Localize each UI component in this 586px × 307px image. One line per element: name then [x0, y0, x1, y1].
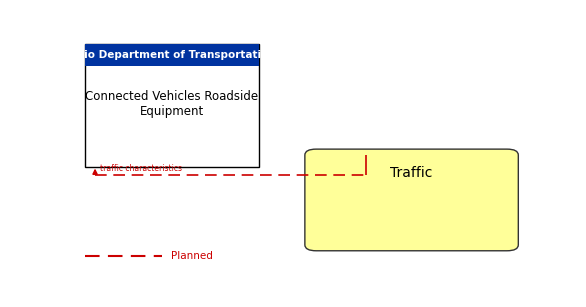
Text: Planned: Planned [171, 251, 213, 261]
Text: Connected Vehicles Roadside
Equipment: Connected Vehicles Roadside Equipment [86, 90, 258, 119]
Text: Traffic: Traffic [390, 166, 433, 180]
Text: Ohio Department of Transportation: Ohio Department of Transportation [68, 50, 276, 60]
FancyBboxPatch shape [84, 44, 260, 66]
Text: traffic characteristics: traffic characteristics [100, 164, 182, 173]
FancyBboxPatch shape [305, 149, 519, 251]
FancyBboxPatch shape [84, 44, 260, 167]
